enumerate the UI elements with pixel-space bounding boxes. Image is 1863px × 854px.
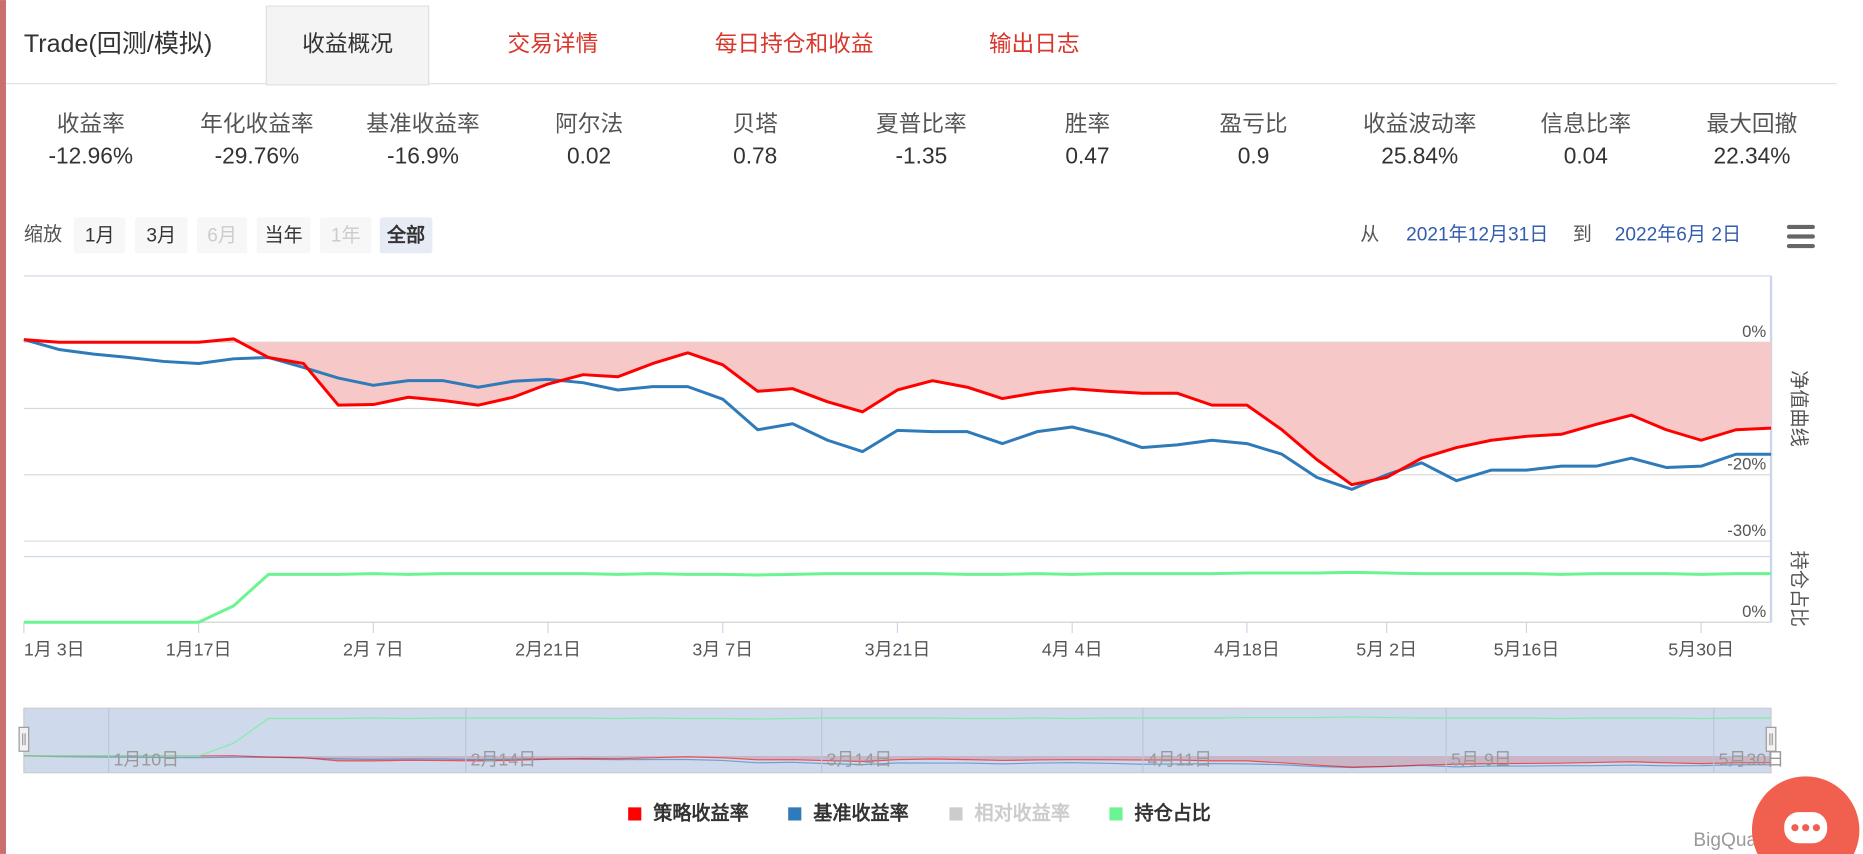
range-to[interactable]: 2022年6月 2日 bbox=[1615, 223, 1741, 245]
stat-value: 25.84% bbox=[1381, 143, 1458, 169]
navigator-label: 3月14日 bbox=[826, 750, 892, 770]
zoom-button-label: 6月 bbox=[207, 226, 237, 247]
x-tick-label: 1月 3日 bbox=[24, 640, 85, 660]
legend-swatch[interactable] bbox=[1109, 807, 1123, 821]
stat-label: 收益波动率 bbox=[1363, 110, 1476, 136]
x-tick-label: 5月 2日 bbox=[1356, 640, 1417, 660]
stat-label: 阿尔法 bbox=[555, 110, 623, 136]
stat-label: 信息比率 bbox=[1540, 110, 1631, 136]
zoom-button-label[interactable]: 当年 bbox=[265, 225, 303, 247]
x-tick-label: 5月16日 bbox=[1494, 640, 1560, 660]
navigator-label: 1月10日 bbox=[113, 750, 179, 770]
tab-active-box[interactable] bbox=[265, 5, 430, 86]
zoom-button[interactable] bbox=[74, 217, 126, 254]
chat-dot bbox=[1791, 824, 1799, 832]
stat-label: 年化收益率 bbox=[200, 110, 313, 136]
x-tick-label: 4月18日 bbox=[1214, 640, 1280, 660]
zoom-button-label[interactable]: 3月 bbox=[146, 226, 176, 247]
y-tick-label: 0% bbox=[1742, 322, 1766, 341]
chat-button[interactable] bbox=[1751, 776, 1860, 854]
stat-value: 0.02 bbox=[567, 143, 611, 169]
x-tick-label: 1月17日 bbox=[166, 640, 232, 660]
stat-label: 最大回撤 bbox=[1707, 110, 1798, 136]
stat-value: 22.34% bbox=[1713, 143, 1790, 169]
zoom-button[interactable] bbox=[256, 217, 311, 254]
navigator-line bbox=[23, 755, 1772, 768]
stat-value: 0.04 bbox=[1564, 143, 1608, 169]
y-axis-title: 净值曲线 bbox=[1787, 370, 1809, 446]
stat-label: 胜率 bbox=[1065, 110, 1110, 136]
stat-value: 0.9 bbox=[1238, 143, 1270, 169]
x-tick-label: 3月21日 bbox=[865, 640, 931, 660]
navigator-handle[interactable] bbox=[1765, 726, 1777, 752]
stat-value: -1.35 bbox=[895, 143, 947, 169]
stat-label: 基准收益率 bbox=[366, 110, 479, 136]
stat-value: 0.47 bbox=[1065, 143, 1109, 169]
chat-dot bbox=[1802, 824, 1810, 832]
navigator-label: 2月14日 bbox=[471, 750, 537, 770]
zoom-button-label: 1年 bbox=[331, 225, 361, 247]
y-tick-label: -30% bbox=[1727, 521, 1766, 540]
range-to-label: 到 bbox=[1573, 223, 1592, 245]
stat-label: 盈亏比 bbox=[1220, 110, 1288, 136]
tab[interactable]: 每日持仓和收益 bbox=[715, 30, 874, 56]
stat-value: -12.96% bbox=[49, 143, 134, 169]
tab[interactable]: 输出日志 bbox=[989, 30, 1080, 56]
area bbox=[23, 338, 1772, 485]
left-border bbox=[0, 0, 6, 854]
legend-label[interactable]: 基准收益率 bbox=[812, 802, 908, 825]
y2-tick-label: 0% bbox=[1742, 602, 1766, 621]
x-tick-label: 4月 4日 bbox=[1042, 640, 1103, 660]
stat-value: -29.76% bbox=[215, 143, 300, 169]
y2-axis-title: 持仓占比 bbox=[1787, 551, 1809, 627]
range-from-label: 从 bbox=[1360, 224, 1379, 245]
series-line bbox=[23, 337, 1772, 487]
x-tick-label: 3月 7日 bbox=[692, 640, 753, 660]
series-line bbox=[23, 570, 1772, 624]
stat-label: 夏普比率 bbox=[876, 110, 967, 136]
stat-label: 收益率 bbox=[57, 110, 125, 136]
y-tick-label: -20% bbox=[1727, 455, 1766, 474]
chat-dot bbox=[1812, 824, 1821, 832]
menu-button[interactable] bbox=[1786, 224, 1815, 249]
zoom-label: 缩放 bbox=[24, 223, 62, 245]
legend-label[interactable]: 相对收益率 bbox=[974, 802, 1069, 825]
navigator-label: 4月11日 bbox=[1148, 750, 1212, 770]
legend-swatch[interactable] bbox=[949, 807, 963, 821]
zoom-button-label[interactable]: 1月 bbox=[85, 226, 115, 247]
zoom-button bbox=[320, 217, 372, 254]
page-title: Trade(回测/模拟) bbox=[24, 30, 212, 58]
navigator-label: 5月 9日 bbox=[1451, 750, 1512, 770]
stat-value: -16.9% bbox=[387, 143, 459, 169]
x-tick-label: 2月21日 bbox=[515, 640, 581, 660]
navigator-line bbox=[23, 716, 1772, 757]
zoom-button bbox=[197, 217, 248, 254]
stat-label: 贝塔 bbox=[733, 110, 779, 136]
navigator-area bbox=[23, 755, 1772, 768]
legend-swatch[interactable] bbox=[788, 807, 802, 821]
legend-label[interactable]: 策略收益率 bbox=[653, 802, 748, 825]
zoom-button-label[interactable]: 全部 bbox=[386, 224, 425, 247]
legend-swatch[interactable] bbox=[628, 807, 642, 821]
series-line bbox=[23, 338, 1772, 491]
stat-value: 0.78 bbox=[733, 143, 777, 169]
navigator-label: 5月30日 bbox=[1718, 750, 1784, 770]
x-tick-label: 2月 7日 bbox=[343, 640, 404, 660]
range-from[interactable]: 2021年12月31日 bbox=[1406, 223, 1548, 245]
tab[interactable]: 收益概况 bbox=[302, 30, 393, 56]
x-tick-label: 5月30日 bbox=[1668, 640, 1734, 660]
zoom-button[interactable] bbox=[134, 217, 188, 254]
navigator-handle[interactable] bbox=[18, 726, 30, 752]
tab[interactable]: 交易详情 bbox=[508, 30, 599, 56]
zoom-button[interactable] bbox=[379, 217, 433, 254]
legend-label[interactable]: 持仓占比 bbox=[1135, 802, 1211, 825]
